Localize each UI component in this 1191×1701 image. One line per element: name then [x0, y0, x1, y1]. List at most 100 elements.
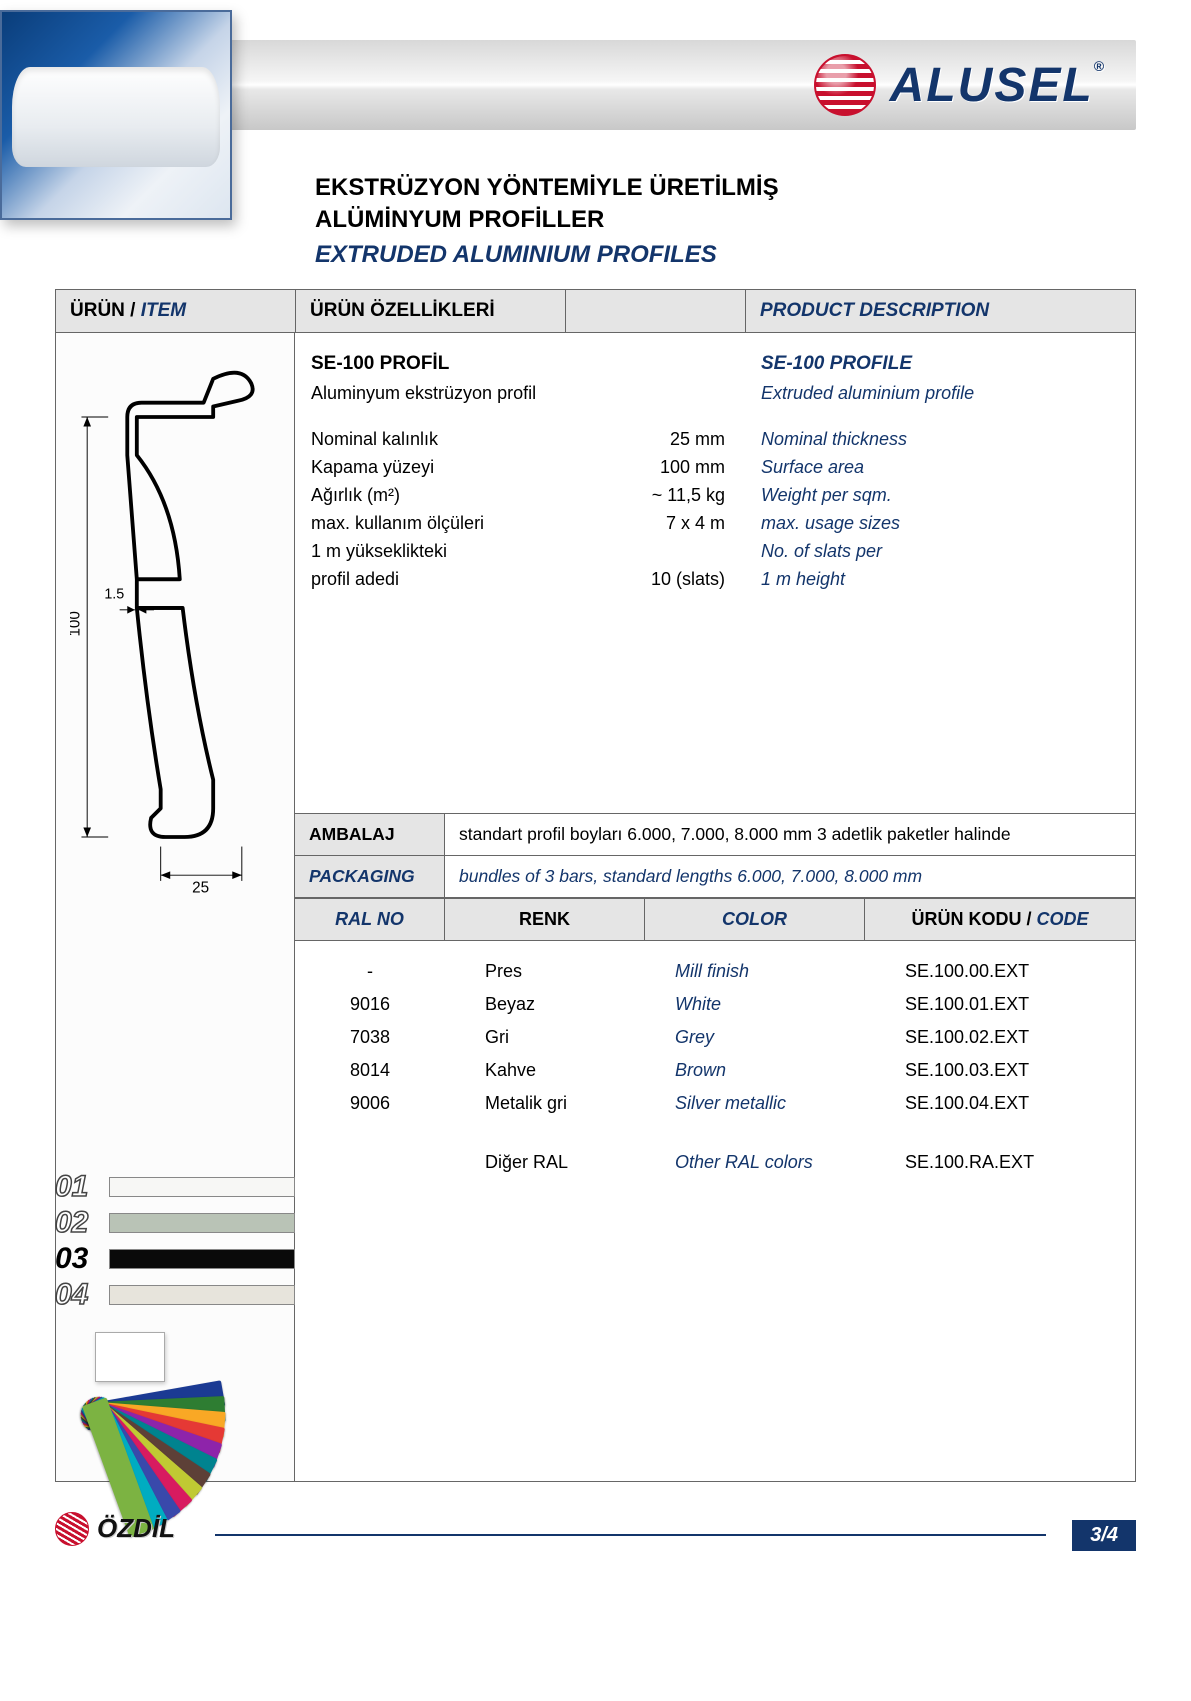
- product-hero-photo: [0, 10, 232, 220]
- cell-renk: Pres: [445, 955, 645, 988]
- color-swatch-block: 01020304: [55, 1170, 295, 1472]
- spec-row-en: Surface area: [761, 454, 1119, 482]
- swatch-number: 02: [55, 1206, 109, 1240]
- packaging-text-en: bundles of 3 bars, standard lengths 6.00…: [445, 856, 1135, 897]
- profile-cross-section-svg: 100 25 1.5: [70, 347, 280, 907]
- fan-deck-box-icon: [95, 1332, 165, 1382]
- color-table-row: 9016BeyazWhiteSE.100.01.EXT: [295, 988, 1135, 1021]
- spec-row-en: No. of slats per: [761, 538, 1119, 566]
- cell-ral: 9006: [295, 1087, 445, 1120]
- spec-row-tr: max. kullanım ölçüleri: [311, 510, 549, 538]
- hdr-ral: RAL NO: [295, 899, 445, 940]
- cell-renk: Gri: [445, 1021, 645, 1054]
- cell-renk: Beyaz: [445, 988, 645, 1021]
- cell-renk: Kahve: [445, 1054, 645, 1087]
- cell-ral: -: [295, 955, 445, 988]
- vendor-logo: ÖZDİL: [55, 1512, 1136, 1546]
- spec-row-val: 7 x 4 m: [581, 510, 725, 538]
- cell-renk: Diğer RAL: [445, 1146, 645, 1179]
- cell-code: SE.100.00.EXT: [865, 955, 1135, 988]
- cell-color: Other RAL colors: [645, 1146, 865, 1179]
- cell-color: Brown: [645, 1054, 865, 1087]
- color-table-body: -PresMill finishSE.100.00.EXT9016BeyazWh…: [295, 941, 1135, 1481]
- color-table-row: 9006Metalik griSilver metallicSE.100.04.…: [295, 1087, 1135, 1120]
- swatch-row: 01: [55, 1170, 295, 1204]
- brand-name-text: ALUSEL: [890, 59, 1094, 112]
- spec-row-tr: profil adedi: [311, 566, 549, 594]
- hdr-spec-tr: ÜRÜN ÖZELLİKLERİ: [296, 290, 566, 332]
- dim-height: 100: [70, 611, 84, 636]
- spec-row-en: 1 m height: [761, 566, 1119, 594]
- page-title-block: EKSTRÜZYON YÖNTEMİYLE ÜRETİLMİŞ ALÜMİNYU…: [315, 130, 1136, 289]
- swatch-number: 01: [55, 1170, 109, 1204]
- packaging-table: AMBALAJ standart profil boyları 6.000, 7…: [295, 813, 1135, 897]
- spec-row-tr: Nominal kalınlık: [311, 426, 549, 454]
- hdr-renk: RENK: [445, 899, 645, 940]
- hdr-code-tr: ÜRÜN KODU: [911, 909, 1021, 929]
- page-footer: ÖZDİL 3/4: [55, 1512, 1136, 1562]
- hdr-desc-en: PRODUCT DESCRIPTION: [746, 290, 1135, 332]
- spec-row-tr: Ağırlık (m²): [311, 482, 549, 510]
- spec-row-val: ~ 11,5 kg: [581, 482, 725, 510]
- cell-code: SE.100.04.EXT: [865, 1087, 1135, 1120]
- cell-ral: 8014: [295, 1054, 445, 1087]
- cell-code: SE.100.02.EXT: [865, 1021, 1135, 1054]
- color-code-table: RAL NO RENK COLOR ÜRÜN KODU / CODE -Pres…: [295, 898, 1136, 1482]
- spec-row-val: 25 mm: [581, 426, 725, 454]
- spec-col-tr: SE-100 PROFİL Aluminyum ekstrüzyon profi…: [295, 333, 565, 813]
- dim-wall: 1.5: [104, 586, 124, 602]
- title-tr-line1: EKSTRÜZYON YÖNTEMİYLE ÜRETİLMİŞ: [315, 172, 1136, 204]
- dim-width: 25: [192, 879, 209, 896]
- footer-rule: [215, 1534, 1046, 1536]
- swatch-number: 03: [55, 1242, 109, 1276]
- cell-code: SE.100.03.EXT: [865, 1054, 1135, 1087]
- cell-ral: 9016: [295, 988, 445, 1021]
- swatch-number: 04: [55, 1278, 109, 1312]
- hdr-spec-blank: [566, 290, 746, 332]
- cell-renk: Metalik gri: [445, 1087, 645, 1120]
- cell-color: White: [645, 988, 865, 1021]
- spec-row-en: max. usage sizes: [761, 510, 1119, 538]
- swatch-row: 02: [55, 1206, 295, 1240]
- hdr-code-en: CODE: [1037, 909, 1089, 929]
- product-name-tr: SE-100 PROFİL: [311, 349, 549, 378]
- packaging-text-tr: standart profil boyları 6.000, 7.000, 8.…: [445, 814, 1135, 855]
- brand-logo: ALUSEL®: [814, 54, 1106, 116]
- product-sub-en: Extruded aluminium profile: [761, 380, 1119, 408]
- vendor-globe-icon: [55, 1512, 89, 1546]
- cell-color: Grey: [645, 1021, 865, 1054]
- spec-block: SE-100 PROFİL Aluminyum ekstrüzyon profi…: [295, 333, 1136, 898]
- spec-row-tr: 1 m yükseklikteki: [311, 538, 549, 566]
- hdr-item-en: ITEM: [141, 300, 186, 321]
- cell-code: SE.100.01.EXT: [865, 988, 1135, 1021]
- cell-color: Mill finish: [645, 955, 865, 988]
- swatch-bar: [109, 1177, 295, 1197]
- cell-ral: 7038: [295, 1021, 445, 1054]
- color-table-header: RAL NO RENK COLOR ÜRÜN KODU / CODE: [295, 899, 1135, 941]
- swatch-bar: [109, 1213, 295, 1233]
- swatch-row: 03: [55, 1242, 295, 1276]
- packaging-row-en: PACKAGING bundles of 3 bars, standard le…: [295, 855, 1135, 897]
- hdr-item-tr: ÜRÜN: [70, 300, 125, 321]
- cell-color: Silver metallic: [645, 1087, 865, 1120]
- vendor-name: ÖZDİL: [97, 1513, 175, 1544]
- spec-row-val: 10 (slats): [581, 566, 725, 594]
- color-table-row: Diğer RALOther RAL colorsSE.100.RA.EXT: [295, 1146, 1135, 1179]
- color-table-row: -PresMill finishSE.100.00.EXT: [295, 955, 1135, 988]
- brand-name: ALUSEL®: [890, 58, 1106, 113]
- right-column: SE-100 PROFİL Aluminyum ekstrüzyon profi…: [295, 333, 1136, 1482]
- spec-col-val: 25 mm100 mm~ 11,5 kg7 x 4 m 10 (slats): [565, 333, 745, 813]
- cell-ral: [295, 1146, 445, 1179]
- color-table-row: 8014KahveBrownSE.100.03.EXT: [295, 1054, 1135, 1087]
- registered-mark: ®: [1094, 58, 1106, 74]
- title-en: EXTRUDED ALUMINIUM PROFILES: [315, 241, 1136, 269]
- spec-col-en: SE-100 PROFILE Extruded aluminium profil…: [745, 333, 1135, 813]
- title-tr-line2: ALÜMİNYUM PROFİLLER: [315, 204, 1136, 236]
- ral-fan-deck-icon: [55, 1332, 255, 1472]
- spec-row-tr: Kapama yüzeyi: [311, 454, 549, 482]
- packaging-label-tr: AMBALAJ: [295, 814, 445, 855]
- product-name-en: SE-100 PROFILE: [761, 349, 1119, 378]
- spec-grid: SE-100 PROFİL Aluminyum ekstrüzyon profi…: [295, 333, 1135, 813]
- cell-code: SE.100.RA.EXT: [865, 1146, 1135, 1179]
- hdr-color: COLOR: [645, 899, 865, 940]
